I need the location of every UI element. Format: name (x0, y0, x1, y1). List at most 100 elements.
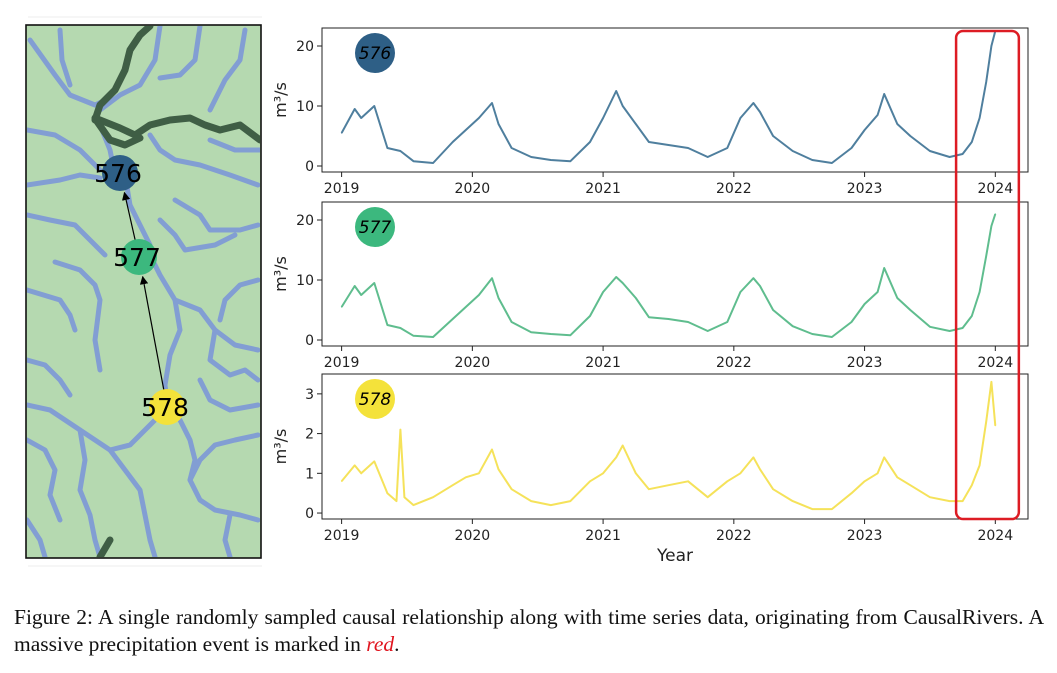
river-segment (187, 432, 260, 483)
x-tick-label: 2019 (324, 528, 360, 544)
data-point (759, 285, 761, 287)
data-point (759, 111, 761, 113)
river-segment (52, 259, 103, 373)
data-point (979, 117, 981, 119)
data-point (465, 476, 467, 478)
data-point (648, 316, 650, 318)
series-line-578 (340, 380, 997, 511)
x-tick-label: 2020 (455, 181, 491, 197)
data-point (985, 255, 987, 257)
data-point (994, 425, 996, 427)
data-point (971, 484, 973, 486)
data-point (412, 335, 415, 337)
x-tick-label: 2019 (324, 181, 360, 197)
river-segment (157, 217, 238, 253)
river-segment (27, 287, 78, 333)
data-point (811, 159, 813, 161)
data-point (667, 484, 670, 486)
x-tick-label: 2020 (455, 528, 491, 544)
data-point (739, 291, 741, 293)
map-nodes: 576 577 578 (94, 155, 189, 425)
data-point (739, 472, 741, 474)
data-point (432, 496, 434, 498)
data-point (510, 147, 513, 149)
river-segment (27, 127, 103, 173)
data-point (726, 147, 728, 149)
river-segment (147, 252, 260, 353)
data-point (497, 297, 500, 299)
data-point (726, 480, 728, 482)
data-point (752, 456, 755, 459)
data-point (909, 309, 911, 311)
data-point (341, 306, 343, 308)
data-point (373, 460, 375, 462)
y-tick-label: 0 (305, 159, 314, 175)
data-point (948, 156, 951, 158)
data-point (962, 500, 964, 502)
series-badge-576 (355, 33, 395, 73)
data-point (354, 108, 356, 110)
data-point (550, 333, 552, 335)
data-point (622, 282, 624, 284)
y-tick-label: 0 (305, 333, 314, 349)
data-point (373, 282, 375, 284)
data-point (994, 213, 996, 215)
data-point (432, 336, 434, 338)
main-river (91, 26, 154, 557)
data-point (550, 159, 552, 161)
data-point (985, 81, 987, 83)
series-badge-label-577: 577 (359, 218, 392, 238)
data-point (354, 285, 356, 287)
data-point (667, 144, 670, 146)
data-point (478, 294, 480, 296)
data-point (948, 500, 951, 502)
x-tick-label: 2024 (977, 181, 1013, 197)
series-badge-label-576: 576 (359, 44, 392, 64)
y-tick-label: 1 (305, 466, 314, 482)
data-point (452, 318, 454, 320)
data-point (373, 105, 375, 107)
data-point (831, 336, 833, 338)
data-point (811, 508, 813, 510)
data-point (497, 123, 500, 125)
x-tick-label: 2021 (585, 181, 621, 197)
y-axis-label: m³/s (271, 82, 290, 118)
chart-frame-576 (321, 27, 1029, 173)
data-point (985, 421, 987, 423)
river-segment (27, 212, 108, 258)
data-point (726, 321, 728, 323)
river-segment (207, 27, 248, 113)
data-point (648, 141, 650, 143)
data-point (412, 504, 415, 506)
main-river (91, 114, 260, 144)
data-point (341, 480, 343, 482)
data-point (877, 291, 879, 293)
data-point (386, 492, 388, 494)
data-point (687, 321, 689, 323)
caption-red-word: red (366, 632, 395, 656)
river-segment (122, 172, 153, 248)
data-point (412, 160, 415, 162)
data-point (962, 327, 964, 329)
series-badge-578 (355, 379, 395, 419)
x-tick-label: 2020 (455, 355, 491, 371)
data-point (883, 93, 885, 95)
data-point (622, 105, 624, 107)
y-axis-label: m³/s (271, 429, 290, 465)
x-tick-label: 2021 (585, 528, 621, 544)
data-point (530, 156, 532, 158)
data-point (792, 325, 794, 327)
data-point (759, 468, 761, 470)
series-badge-577 (355, 207, 395, 247)
river-segment (27, 357, 73, 398)
data-point (707, 330, 709, 332)
data-point (635, 297, 637, 299)
caption-end: . (394, 632, 400, 656)
data-point (739, 117, 741, 119)
data-point (530, 331, 532, 333)
y-tick-label: 20 (296, 213, 314, 229)
data-point (896, 476, 898, 478)
river-segment (77, 427, 103, 557)
data-point (971, 315, 973, 317)
chart-578: 0 1 2 3 2019 2020 2021 2022 2023 2024 m³/s Year 578 (271, 373, 1029, 566)
